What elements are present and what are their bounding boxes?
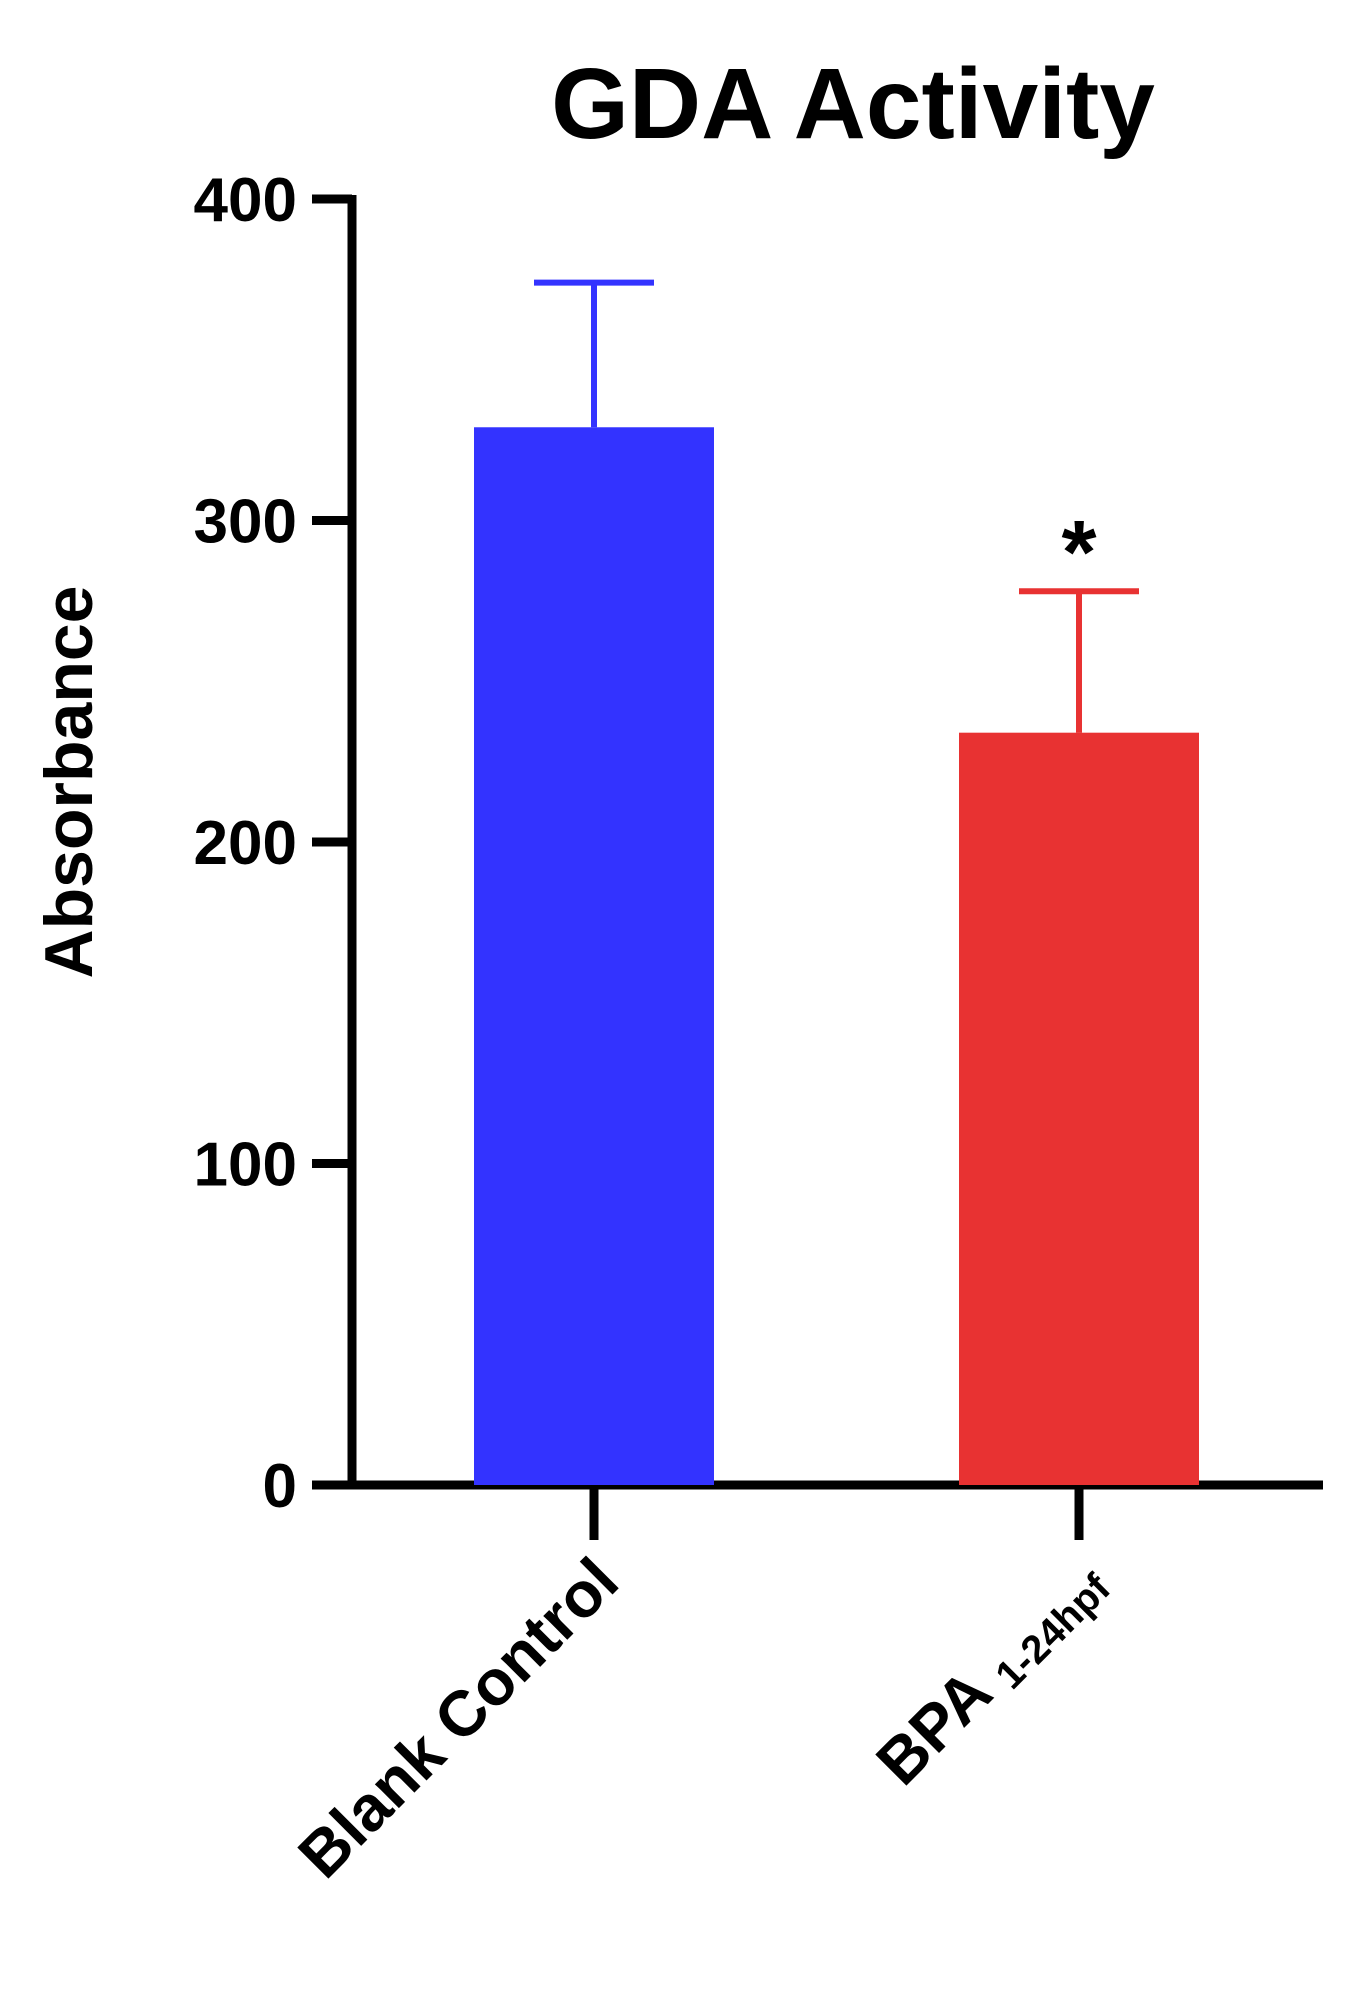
x-tick-label: Blank Control xyxy=(284,1544,632,1892)
bar xyxy=(474,427,714,1485)
category-subscript: 1-24hpf xyxy=(987,1565,1119,1697)
y-tick-label: 200 xyxy=(194,809,297,878)
y-tick-label: 400 xyxy=(194,166,297,235)
y-tick-label: 100 xyxy=(194,1131,297,1200)
x-tick-label: BPA 1-24hpf xyxy=(862,1544,1119,1801)
bar xyxy=(959,732,1199,1485)
chart-title: GDA Activity xyxy=(551,48,1155,160)
significance-mark: * xyxy=(1061,503,1096,603)
y-tick-label: 300 xyxy=(194,488,297,557)
category-name: BPA xyxy=(862,1656,1004,1798)
y-axis-label: Absorbance xyxy=(31,586,107,979)
y-tick-label: 0 xyxy=(263,1452,297,1521)
category-name: Blank Control xyxy=(284,1544,632,1892)
